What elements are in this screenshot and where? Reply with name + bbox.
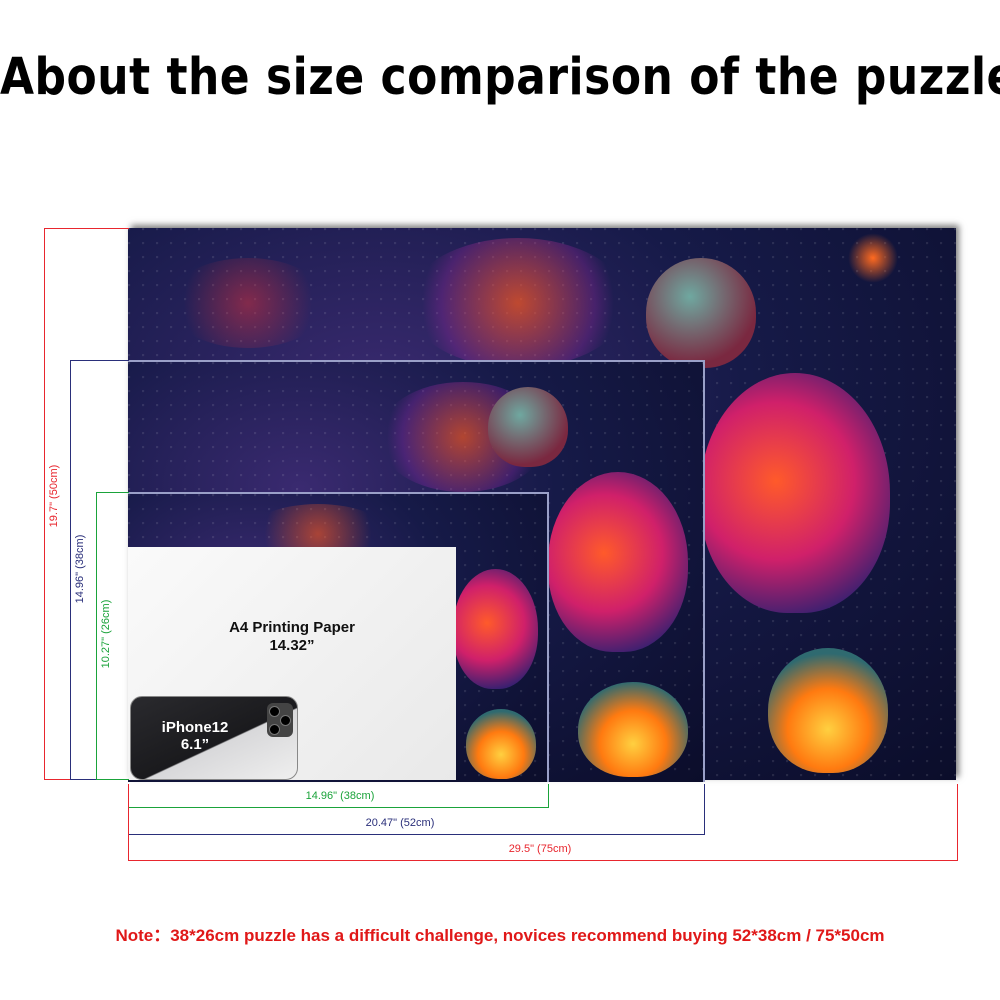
width-label-medium: 20.47" (52cm) <box>365 817 435 829</box>
page-title: About the size comparison of the puzzle <box>0 48 1000 107</box>
camera-icon <box>267 703 293 737</box>
width-label-small: 14.96" (38cm) <box>305 790 375 802</box>
a4-paper-name: A4 Printing Paper <box>229 619 355 636</box>
width-bracket-large <box>128 784 958 861</box>
height-label-small: 10.27" (26cm) <box>100 599 112 669</box>
iphone: iPhone12 6.1” <box>130 696 298 780</box>
height-label-medium: 14.96" (38cm) <box>74 534 86 604</box>
note-text: Note：38*26cm puzzle has a difficult chal… <box>115 926 885 945</box>
width-label-large: 29.5" (75cm) <box>508 843 572 855</box>
height-bracket-small <box>96 492 129 780</box>
height-label-large: 19.7" (50cm) <box>48 464 60 528</box>
iphone-size: 6.1” <box>180 736 210 753</box>
iphone-name: iPhone12 <box>161 719 229 736</box>
a4-paper-size: 14.32” <box>269 637 315 654</box>
